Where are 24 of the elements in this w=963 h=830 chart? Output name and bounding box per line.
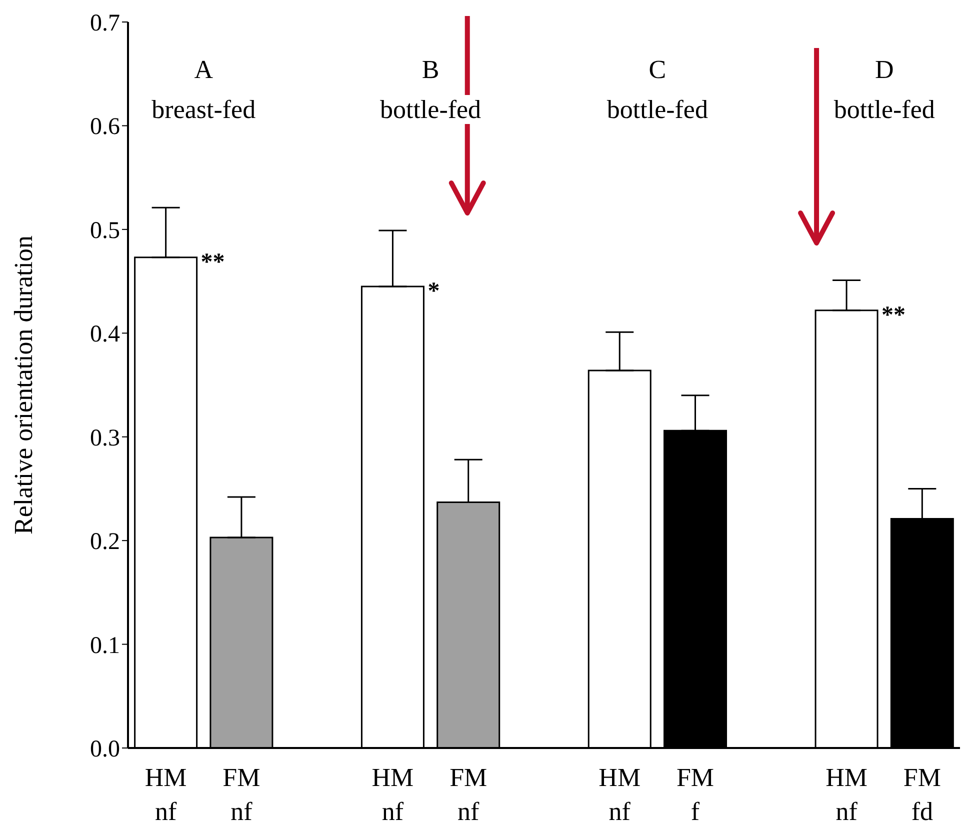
y-tick-label: 0.2 <box>90 529 120 556</box>
y-tick-label: 0.7 <box>90 10 120 37</box>
y-tick-label: 0.1 <box>90 632 120 659</box>
annotation: A breast-fed <box>152 55 256 124</box>
annotation: D bottle-fed <box>834 55 935 124</box>
y-tick-label: 0.4 <box>90 322 120 348</box>
y-tick-label: 0.3 <box>90 425 120 452</box>
y-tick-label: 0.0 <box>90 736 120 763</box>
y-tick-label: 0.5 <box>90 218 120 244</box>
x-tick-label: FM fd <box>903 763 941 826</box>
x-tick-label: FM f <box>676 763 714 826</box>
annotation: C bottle-fed <box>606 55 708 124</box>
y-tick-label: 0.6 <box>90 114 120 140</box>
x-tick-label: FM nf <box>222 763 260 826</box>
x-tick-label: FM nf <box>450 763 488 826</box>
x-tick-label: HM nf <box>144 763 187 826</box>
data-label: ** <box>200 249 225 276</box>
annotation: B bottle-fed <box>380 55 482 124</box>
x-tick-label: HM nf <box>598 763 641 826</box>
data-label: ** <box>882 302 906 328</box>
x-tick-label: HM nf <box>372 763 414 826</box>
x-tick-label: HM nf <box>826 763 868 826</box>
data-label: * <box>428 278 440 304</box>
y-axis-title: Relative orientation duration <box>9 236 38 534</box>
